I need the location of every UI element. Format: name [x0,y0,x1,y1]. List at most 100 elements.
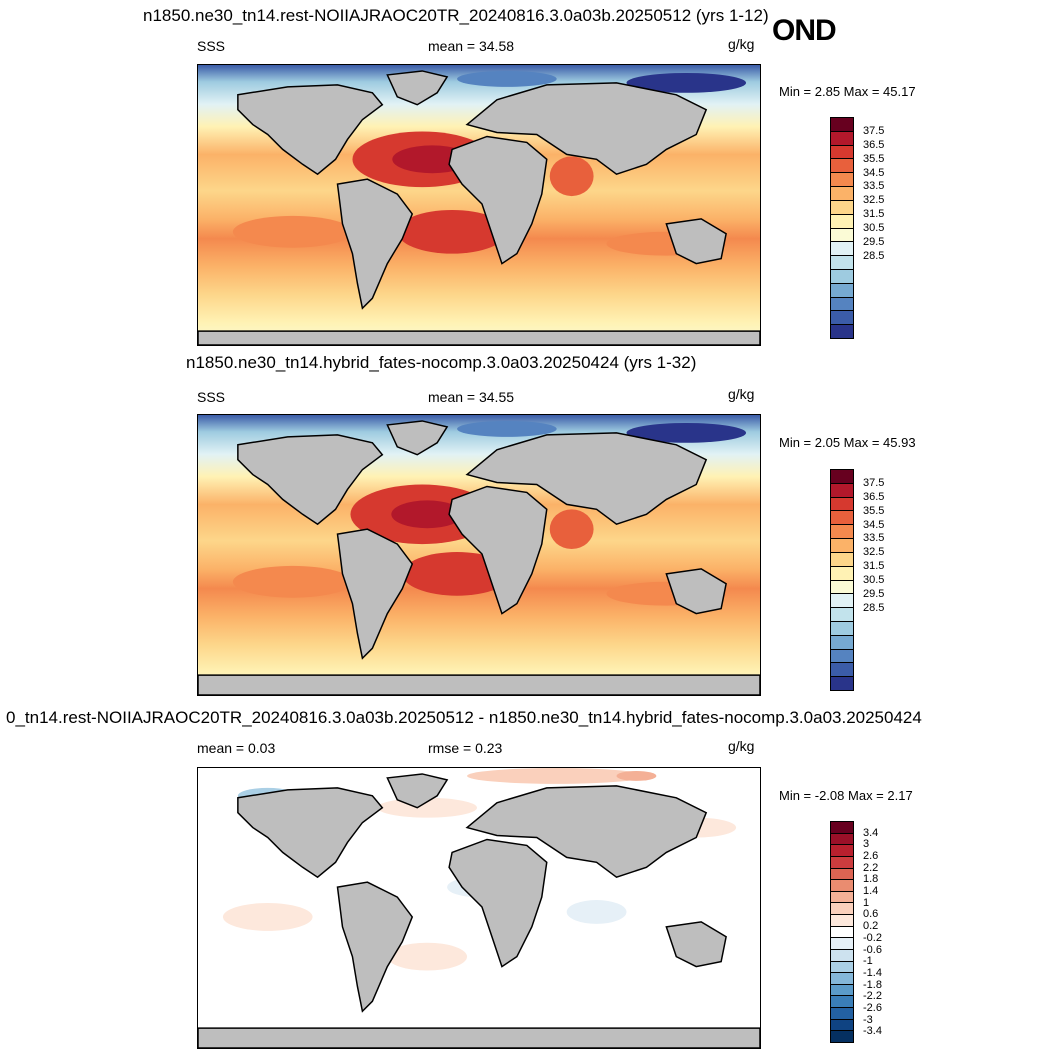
panel-2-mean-label: mean = 34.55 [428,389,515,405]
colorbar-swatch [831,131,853,146]
colorbar-swatch [831,311,853,326]
colorbar-swatch [831,845,853,857]
colorbar-tick-label: -0.6 [863,943,882,956]
colorbar-swatch [831,926,853,939]
colorbar-tick-label: 32.5 [863,194,885,207]
colorbar-swatch [831,187,853,201]
colorbar-tick-label: 2.2 [863,861,879,874]
colorbar-swatch [831,649,853,664]
panel-2-variable-label: SSS [197,389,226,405]
colorbar-tick-label: -1.4 [863,966,882,979]
colorbar-swatch [831,566,853,581]
colorbar-swatch [831,1019,853,1032]
colorbar-swatch [831,868,853,881]
colorbar-tick-label: 2.6 [863,850,879,863]
colorbar-swatch [831,511,853,526]
colorbar-tick-label: 33.5 [863,180,885,193]
colorbar-swatch [831,283,853,298]
colorbar-tick-label: 34.5 [863,166,885,179]
colorbar-tick-label: 29.5 [863,235,885,248]
colorbar-tick-label: -3 [863,1013,873,1026]
panel-3-units-label: g/kg [728,738,755,754]
colorbar-tick-label: 30.5 [863,574,885,586]
colorbar-swatch [831,269,853,284]
colorbar-swatch [831,891,853,904]
colorbar-swatch [831,173,853,188]
panel-1-mean-label: mean = 34.58 [428,38,515,54]
colorbar-tick-label: -0.2 [863,931,882,944]
colorbar-tick-label: 37.5 [863,476,885,489]
panel-1-variable-label: SSS [197,38,226,54]
colorbar-swatch [831,159,853,174]
colorbar-tick-label: 31.5 [863,560,885,573]
colorbar-tick-label: 1.4 [863,885,879,898]
panel-1-units-label: g/kg [728,36,755,52]
colorbar-swatch [831,539,853,553]
colorbar-tick-label: 36.5 [863,138,885,151]
colorbar-tick-label: 28.5 [863,601,885,614]
colorbar-swatch [831,856,853,869]
colorbar-tick-label: -1.8 [863,978,882,991]
colorbar-swatch [831,470,853,484]
colorbar-tick-label: 0.2 [863,920,879,933]
panel-3-minmax: Min = -2.08 Max = 2.17 [779,788,913,803]
colorbar-swatch [831,973,853,985]
colorbar-swatch [831,833,853,846]
panel-3-map [197,767,761,1049]
colorbar-swatch [831,1008,853,1020]
colorbar-swatch [831,822,853,834]
colorbar-swatch [831,903,853,915]
panel-3-rmse-label: rmse = 0.23 [428,740,503,756]
colorbar-tick-label: 29.5 [863,587,885,600]
colorbar-swatch [831,996,853,1008]
colorbar-tick-label: 37.5 [863,124,885,137]
colorbar-swatch [831,580,853,595]
colorbar-swatch [831,297,853,312]
colorbar-tick-label: 35.5 [863,504,885,517]
colorbar-swatch [831,677,853,690]
colorbar-tick-label: -2.2 [863,990,882,1003]
panel-1-land [198,70,760,345]
colorbar-swatch [831,961,853,974]
colorbar-swatch [831,242,853,257]
colorbar-swatch [831,118,853,132]
colorbar-tick-label: -2.6 [863,1001,882,1014]
colorbar-tick-label: -3.4 [863,1025,882,1038]
colorbar-swatch [831,256,853,270]
colorbar-tick-label: 0.6 [863,908,879,921]
colorbar-swatch [831,621,853,636]
colorbar-tick-label: 1 [863,896,870,909]
panel-2-title: n1850.ne30_tn14.hybrid_fates-nocomp.3.0a… [186,353,697,372]
colorbar-swatch [831,880,853,892]
panel-2-minmax: Min = 2.05 Max = 45.93 [779,435,916,450]
colorbar-swatch [831,984,853,997]
panel-2-land [198,420,760,695]
colorbar-swatch [831,663,853,678]
colorbar-swatch [831,1031,853,1042]
colorbar-swatch [831,214,853,229]
colorbar-swatch [831,552,853,567]
panel-2-units-label: g/kg [728,386,755,402]
colorbar-tick-label: 35.5 [863,152,885,165]
colorbar-swatch [831,949,853,962]
colorbar-tick-label: 31.5 [863,208,885,221]
colorbar-swatch [831,497,853,512]
colorbar-swatch [831,938,853,950]
colorbar-swatch [831,594,853,609]
colorbar-tick-label: 34.5 [863,518,885,531]
colorbar-swatch [831,525,853,540]
panel-3-title: 0_tn14.rest-NOIIAJRAOC20TR_20240816.3.0a… [6,708,922,727]
colorbar-tick-label: -1 [863,955,873,968]
panel-1-minmax: Min = 2.85 Max = 45.17 [779,84,916,99]
colorbar-swatch [831,635,853,650]
colorbar-swatch [831,200,853,215]
panel-1-colorbar [830,117,854,339]
panel-3-colorbar [830,821,854,1043]
colorbar-tick-label: 30.5 [863,222,885,234]
panel-2-map [197,414,761,696]
colorbar-swatch [831,915,853,927]
colorbar-tick-label: 36.5 [863,490,885,503]
colorbar-swatch [831,145,853,160]
colorbar-tick-label: 33.5 [863,532,885,545]
colorbar-swatch [831,608,853,622]
